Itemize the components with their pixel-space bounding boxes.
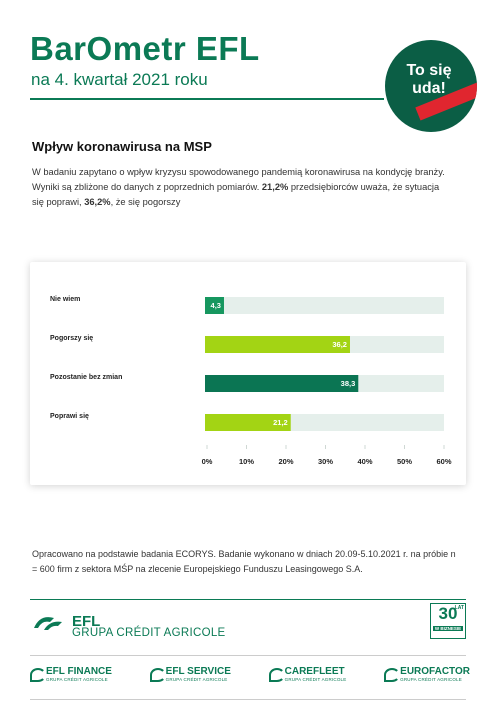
logo-name: EUROFACTOR <box>400 666 470 677</box>
x-tick-label: 10% <box>239 457 254 466</box>
anniversary-badge: 30 LAT W BIZNESIE <box>430 603 466 639</box>
bar <box>205 297 224 314</box>
brand-logo: EFL FINANCE GRUPA CRÉDIT AGRICOLE <box>30 666 112 682</box>
brand-logo: CAREFLEET GRUPA CRÉDIT AGRICOLE <box>268 666 347 682</box>
chart: Nie wiem 4,3 Pogorszy się 36,2 Pozostanie be… <box>50 296 452 466</box>
intro-highlight: 36,2% <box>84 197 111 207</box>
brand-title: BarOmetr EFL <box>30 30 260 67</box>
brand-logo: EFL SERVICE GRUPA CRÉDIT AGRICOLE <box>149 666 231 682</box>
category-label: Pogorszy się <box>50 335 93 342</box>
bar <box>205 414 291 431</box>
logo-sub: GRUPA CRÉDIT AGRICOLE <box>165 677 228 682</box>
badge-text: To się uda! <box>406 62 452 97</box>
anniversary-number: 30 <box>438 604 458 623</box>
x-tick-label: 30% <box>318 457 333 466</box>
group-name: EFL <box>72 613 101 630</box>
logo-name: CAREFLEET <box>284 666 345 677</box>
group-sub: GRUPA CRÉDIT AGRICOLE <box>72 627 226 639</box>
logo-sub: GRUPA CRÉDIT AGRICOLE <box>46 677 108 682</box>
category-label: Nie wiem <box>50 296 80 303</box>
divider <box>30 98 384 100</box>
value-label: 21,2 <box>273 418 288 427</box>
logo-name: EFL SERVICE <box>165 666 231 677</box>
intro-text: przedsiębiorców uważa, że sytuacja się p… <box>32 182 440 207</box>
bar <box>205 336 350 353</box>
category-label: Pozostanie bez zmian <box>50 374 122 381</box>
chart-card: Nie wiem 4,3 Pogorszy się 36,2 Pozostanie be… <box>30 262 466 485</box>
section-title: Wpływ koronawirusa na MSP <box>32 139 212 154</box>
category-label: Poprawi się <box>50 413 89 420</box>
divider <box>30 699 466 700</box>
logo-name: EFL FINANCE <box>46 666 112 677</box>
group-logo-icon <box>34 617 62 630</box>
badge: To się uda! <box>385 40 477 132</box>
subtitle: na 4. kwartał 2021 roku <box>31 70 208 89</box>
intro-text: , że się pogorszy <box>110 197 181 207</box>
brand-logos: EFL FINANCE GRUPA CRÉDIT AGRICOLE EFL SERV… <box>30 666 470 682</box>
intro: W badaniu zapytano o wpływ kryzysu spowo… <box>32 165 452 210</box>
x-tick-label: 50% <box>397 457 412 466</box>
brand-logo: EUROFACTOR GRUPA CRÉDIT AGRICOLE <box>384 666 470 682</box>
intro-highlight: 21,2% <box>261 182 289 192</box>
x-tick-label: 40% <box>357 457 372 466</box>
divider <box>30 599 466 600</box>
source-note: Opracowano na podstawie badania ECORYS. … <box>32 549 456 574</box>
bar <box>205 375 359 392</box>
x-tick-label: 60% <box>436 457 451 466</box>
x-tick-label: 0% <box>202 457 213 466</box>
intro-text: W badaniu zapytano o wpływ kryzysu spowo… <box>32 167 445 192</box>
value-label: 36,2 <box>332 340 347 349</box>
value-label: 38,3 <box>341 379 356 388</box>
anniversary-text: W BIZNESIE <box>433 626 463 631</box>
divider <box>30 655 466 656</box>
logo-sub: GRUPA CRÉDIT AGRICOLE <box>400 677 462 682</box>
bar-track <box>205 297 444 314</box>
logo-sub: GRUPA CRÉDIT AGRICOLE <box>284 677 347 682</box>
value-label: 4,3 <box>211 301 221 310</box>
x-tick-label: 20% <box>278 457 293 466</box>
anniversary-unit: LAT <box>454 605 464 611</box>
